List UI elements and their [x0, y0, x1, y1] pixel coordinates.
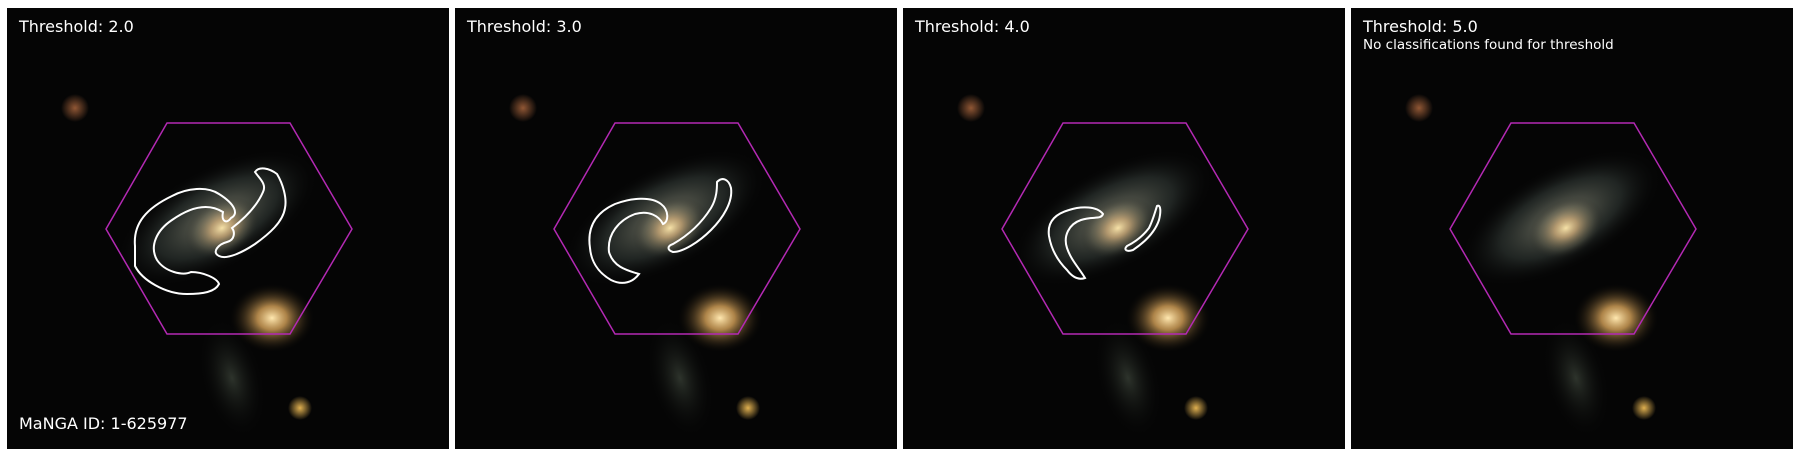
- contour-outer-arm: [667, 178, 733, 254]
- panel-threshold-4: Threshold: 5.0 No classifications found …: [1351, 8, 1793, 449]
- companion-galaxy: [1574, 284, 1658, 352]
- threshold-label: Threshold: 2.0: [19, 17, 134, 36]
- foreground-star: [1632, 396, 1656, 420]
- background-source: [1405, 94, 1433, 122]
- background-source: [957, 94, 985, 122]
- contour-inner-arm: [133, 188, 236, 296]
- galaxy-core: [632, 196, 708, 260]
- panel-threshold-2: Threshold: 3.0: [455, 8, 897, 449]
- background-source: [61, 94, 89, 122]
- contour-outer-arm: [214, 167, 287, 258]
- contour-inner-arm: [588, 197, 669, 284]
- galaxy-core: [1528, 196, 1604, 260]
- contour-outer-arm: [1124, 204, 1162, 252]
- companion-galaxy: [230, 284, 314, 352]
- ifu-hexagon: [105, 122, 353, 335]
- foreground-star: [288, 396, 312, 420]
- galaxy-image: [7, 8, 449, 449]
- panel-threshold-3: Threshold: 4.0: [903, 8, 1345, 449]
- ifu-hexagon: [553, 122, 801, 335]
- foreground-star: [736, 396, 760, 420]
- foreground-star: [1184, 396, 1208, 420]
- background-source: [509, 94, 537, 122]
- threshold-label: Threshold: 3.0: [467, 17, 582, 36]
- no-classification-note: No classifications found for threshold: [1363, 37, 1614, 53]
- contour-inner-arm: [1047, 206, 1105, 280]
- galaxy-image: [903, 8, 1345, 449]
- companion-galaxy: [678, 284, 762, 352]
- ifu-hexagon: [1449, 122, 1697, 335]
- galaxy-image: [455, 8, 897, 449]
- panel-threshold-1: Threshold: 2.0 MaNGA ID: 1-625977: [7, 8, 449, 449]
- tidal-tail: [1543, 319, 1609, 437]
- tidal-tail: [1095, 319, 1161, 437]
- tidal-tail: [647, 319, 713, 437]
- threshold-label: Threshold: 5.0: [1363, 17, 1478, 36]
- threshold-label: Threshold: 4.0: [915, 17, 1030, 36]
- companion-galaxy: [1126, 284, 1210, 352]
- ifu-hexagon: [1001, 122, 1249, 335]
- manga-id-label: MaNGA ID: 1-625977: [19, 414, 188, 433]
- galaxy-core: [184, 196, 260, 260]
- tidal-tail: [199, 319, 265, 437]
- galaxy-core: [1080, 196, 1156, 260]
- galaxy-image: [1351, 8, 1793, 449]
